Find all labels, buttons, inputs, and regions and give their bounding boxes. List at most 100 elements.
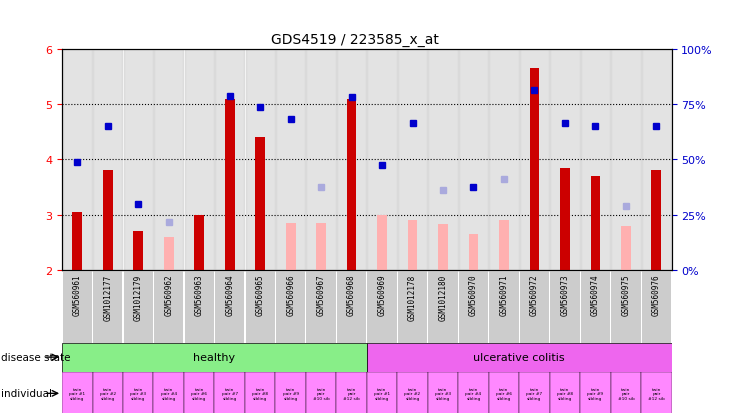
Bar (367, 50, 396, 271)
Bar (398, 50, 427, 271)
Bar (398, 271, 427, 343)
Text: twin
pair
#12 sib: twin pair #12 sib (648, 387, 665, 400)
Text: twin
pair #6
sibling: twin pair #6 sibling (191, 387, 207, 400)
Bar (499, 221, 509, 271)
Bar (377, 215, 387, 271)
Text: individual: individual (1, 388, 53, 399)
Text: GSM1012177: GSM1012177 (103, 274, 112, 320)
Bar (428, 372, 458, 413)
Text: ulcerative colitis: ulcerative colitis (473, 352, 565, 362)
Bar (194, 215, 204, 271)
Bar (72, 213, 82, 271)
Bar (529, 69, 539, 271)
Bar (520, 271, 549, 343)
Bar (520, 50, 549, 271)
Text: twin
pair #2
sibling: twin pair #2 sibling (404, 387, 420, 400)
Bar (164, 237, 174, 271)
Text: GSM560974: GSM560974 (591, 274, 600, 316)
Bar (347, 99, 356, 271)
Bar (611, 50, 640, 271)
Bar (275, 372, 306, 413)
Bar (459, 271, 488, 343)
Text: twin
pair #4
sibling: twin pair #4 sibling (161, 387, 177, 400)
Bar (489, 372, 519, 413)
Bar (459, 50, 488, 271)
Text: twin
pair
#10 sib: twin pair #10 sib (618, 387, 634, 400)
Bar (245, 271, 274, 343)
Bar (641, 372, 672, 413)
Bar (337, 50, 366, 271)
Text: GSM560971: GSM560971 (499, 274, 509, 316)
Bar (407, 221, 418, 271)
Text: GSM560961: GSM560961 (73, 274, 82, 316)
Text: GSM560976: GSM560976 (652, 274, 661, 316)
Text: GSM560967: GSM560967 (317, 274, 326, 316)
Bar (550, 50, 580, 271)
Text: twin
pair #8
sibling: twin pair #8 sibling (557, 387, 573, 400)
Bar (469, 235, 478, 271)
Bar (134, 232, 143, 271)
Bar (276, 50, 305, 271)
Bar (458, 372, 489, 413)
Bar (103, 171, 112, 271)
Text: GSM1012179: GSM1012179 (134, 274, 143, 320)
Bar (185, 50, 214, 271)
Bar (63, 271, 92, 343)
Text: twin
pair #1
sibling: twin pair #1 sibling (374, 387, 390, 400)
Bar (489, 50, 518, 271)
Bar (62, 343, 367, 372)
Text: GSM560966: GSM560966 (286, 274, 295, 316)
Text: twin
pair #8
sibling: twin pair #8 sibling (252, 387, 268, 400)
Text: GSM560963: GSM560963 (195, 274, 204, 316)
Text: GSM560965: GSM560965 (255, 274, 265, 316)
Bar (185, 271, 214, 343)
Bar (642, 50, 671, 271)
Text: GSM1012178: GSM1012178 (408, 274, 417, 320)
Bar (93, 271, 123, 343)
Bar (621, 226, 631, 271)
Text: twin
pair #7
sibling: twin pair #7 sibling (526, 387, 542, 400)
Text: twin
pair #2
sibling: twin pair #2 sibling (100, 387, 116, 400)
Text: GSM560962: GSM560962 (164, 274, 173, 316)
Text: healthy: healthy (193, 352, 236, 362)
Bar (245, 372, 275, 413)
Bar (438, 225, 448, 271)
Bar (62, 372, 93, 413)
Bar (285, 223, 296, 271)
Bar (489, 271, 518, 343)
Bar (215, 50, 245, 271)
Title: GDS4519 / 223585_x_at: GDS4519 / 223585_x_at (271, 33, 439, 47)
Bar (245, 50, 274, 271)
Text: twin
pair #3
sibling: twin pair #3 sibling (130, 387, 146, 400)
Text: GSM560973: GSM560973 (561, 274, 569, 316)
Bar (550, 372, 580, 413)
Text: twin
pair #9
sibling: twin pair #9 sibling (283, 387, 299, 400)
Bar (316, 223, 326, 271)
Text: twin
pair #1
sibling: twin pair #1 sibling (69, 387, 85, 400)
Text: GSM560972: GSM560972 (530, 274, 539, 316)
Bar (550, 271, 580, 343)
Text: twin
pair #7
sibling: twin pair #7 sibling (222, 387, 238, 400)
Bar (581, 271, 610, 343)
Bar (215, 271, 245, 343)
Bar (580, 372, 610, 413)
Bar (93, 372, 123, 413)
Bar (337, 372, 367, 413)
Text: GSM560975: GSM560975 (621, 274, 631, 316)
Bar (519, 372, 550, 413)
Text: twin
pair #4
sibling: twin pair #4 sibling (466, 387, 482, 400)
Bar (611, 372, 641, 413)
Text: disease state: disease state (1, 352, 71, 362)
Bar (642, 271, 671, 343)
Bar (123, 50, 153, 271)
Text: twin
pair #9
sibling: twin pair #9 sibling (588, 387, 604, 400)
Text: GSM560969: GSM560969 (377, 274, 387, 316)
Bar (611, 271, 640, 343)
Text: twin
pair #3
sibling: twin pair #3 sibling (435, 387, 451, 400)
Bar (154, 50, 183, 271)
Text: twin
pair #6
sibling: twin pair #6 sibling (496, 387, 512, 400)
Bar (429, 271, 458, 343)
Text: GSM560964: GSM560964 (225, 274, 234, 316)
Bar (367, 271, 396, 343)
Bar (397, 372, 428, 413)
